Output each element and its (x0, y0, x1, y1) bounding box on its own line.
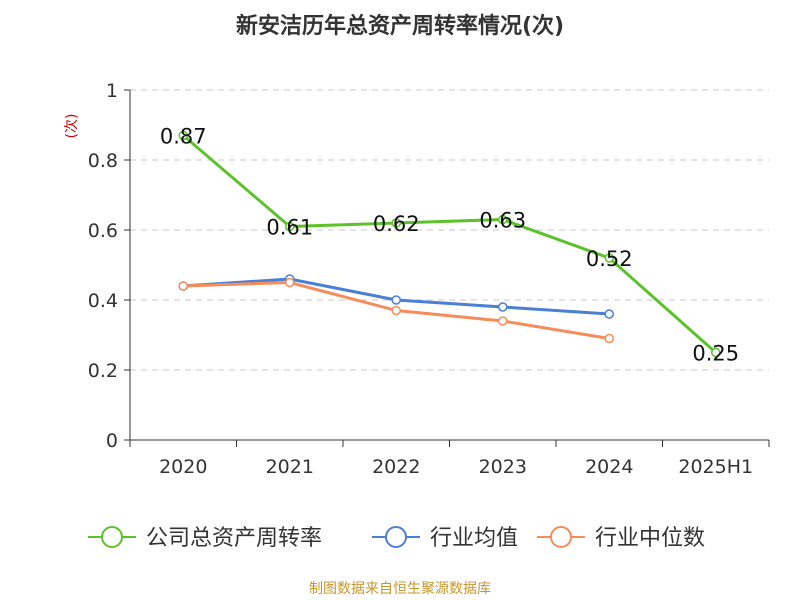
legend-swatch-marker (550, 526, 572, 548)
data-point (178, 281, 188, 291)
legend-label: 行业中位数 (595, 526, 705, 551)
data-point (604, 253, 614, 263)
y-tick-label: 0.4 (88, 290, 118, 312)
legend: 公司总资产周转率 行业均值 行业中位数 (88, 526, 705, 551)
data-point (711, 347, 721, 358)
y-tick-label: 0.2 (88, 360, 118, 382)
data-point (498, 214, 508, 225)
source-note: 制图数据来自恒生聚源数据库 (309, 581, 491, 597)
legend-label: 公司总资产周转率 (146, 526, 322, 551)
data-point (498, 302, 508, 312)
axis-layer: 0 0.2 0.4 0.6 0.8 1 2020 2021 2022 2023 2024 2025H1 (88, 80, 770, 478)
x-tick-label: 2025H1 (678, 456, 753, 478)
legend-swatch-marker (101, 526, 123, 548)
x-tick-label: 2022 (372, 456, 420, 478)
grid-layer (130, 89, 769, 371)
data-point (498, 316, 508, 326)
data-point (391, 218, 401, 228)
x-tick-label: 2023 (479, 456, 527, 478)
chart-title: 新安洁历年总资产周转率情况(次) (235, 14, 565, 39)
y-tick-label: 1 (106, 80, 118, 102)
data-label: 0.62 (373, 212, 420, 236)
data-label: 0.25 (692, 342, 739, 366)
y-tick-label: 0.6 (88, 220, 118, 242)
x-tick-label: 2024 (585, 456, 633, 478)
x-tick-label: 2021 (266, 456, 314, 478)
data-label: 0.61 (266, 216, 313, 240)
data-point (285, 221, 295, 232)
y-axis-label: (次) (64, 114, 80, 139)
series-layer: 0.87 0.61 0.62 0.63 0.52 0.25 (160, 125, 739, 366)
data-point (604, 333, 614, 344)
legend-item: 公司总资产周转率 (88, 526, 322, 551)
y-tick-label: 0 (106, 430, 118, 452)
data-point (391, 295, 401, 305)
data-point (285, 277, 295, 288)
x-tick-label: 2020 (159, 456, 207, 478)
legend-label: 行业均值 (430, 526, 518, 551)
legend-item: 行业中位数 (537, 526, 705, 551)
data-point (178, 130, 188, 141)
data-point (391, 305, 401, 316)
legend-item: 行业均值 (372, 526, 518, 551)
data-label: 0.52 (586, 247, 633, 271)
data-label: 0.63 (479, 209, 526, 233)
data-point (604, 309, 614, 319)
data-label: 0.87 (160, 125, 207, 149)
legend-swatch-marker (385, 526, 407, 548)
y-tick-label: 0.8 (88, 150, 118, 172)
series-line-0 (182, 134, 717, 354)
